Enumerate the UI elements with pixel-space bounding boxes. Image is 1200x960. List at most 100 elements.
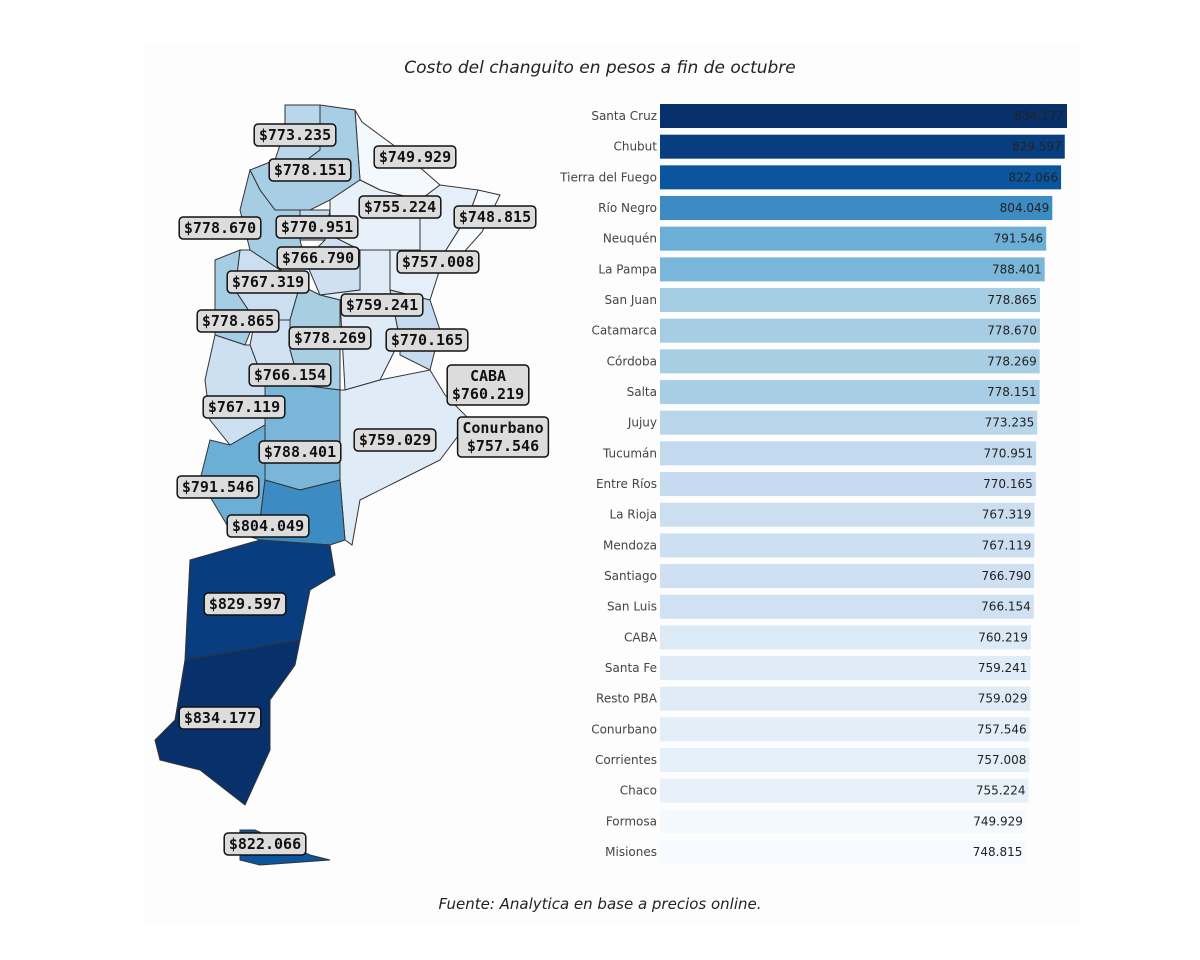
bar-formosa	[660, 809, 1026, 834]
category-label: Chubut	[613, 140, 657, 154]
value-label: 788.401	[992, 262, 1042, 276]
category-label: Chaco	[620, 784, 657, 798]
map-label-neuquen: $791.546	[176, 475, 260, 499]
map-label-rio-negro: $804.049	[226, 514, 310, 538]
label-box	[373, 145, 457, 169]
value-label: 822.066	[1008, 170, 1058, 184]
bar-santa-fe	[660, 656, 1031, 681]
value-label: 767.319	[982, 508, 1032, 522]
value-label: 755.224	[976, 784, 1026, 798]
map-label-text: $778.151	[274, 161, 346, 179]
category-label: La Rioja	[609, 508, 657, 522]
label-box	[202, 395, 286, 419]
bar-santa-cruz	[660, 104, 1067, 128]
label-box	[353, 428, 437, 452]
map-label-text: $770.165	[391, 331, 463, 349]
value-label: 766.154	[981, 600, 1031, 614]
label-box	[258, 440, 342, 464]
label-box	[340, 293, 424, 317]
map-label-formosa: $749.929	[373, 145, 457, 169]
map-label-text: $757.008	[402, 253, 474, 271]
category-label: Tierra del Fuego	[559, 170, 657, 184]
bar-neuquen	[660, 226, 1047, 251]
label-box	[446, 364, 530, 406]
value-label: 766.790	[981, 569, 1031, 583]
bar-san-juan	[660, 288, 1041, 313]
map-label-entre-rios: $770.165	[385, 328, 469, 352]
map-label-text: $778.670	[184, 219, 256, 237]
map-label-tucuman: $770.951	[275, 215, 359, 239]
value-label: 757.546	[977, 722, 1027, 736]
map-label-text: CABA $760.219	[452, 367, 524, 403]
map-label-text: $834.177	[184, 709, 256, 727]
value-label: 757.008	[977, 753, 1027, 767]
label-box	[358, 195, 442, 219]
category-label: Formosa	[606, 814, 657, 828]
map-label-chubut: $829.597	[203, 592, 287, 616]
bar-caba	[660, 625, 1031, 650]
label-box	[248, 363, 332, 387]
map-label-text: $755.224	[364, 198, 436, 216]
map-label-text: Conurbano $757.546	[462, 419, 543, 455]
label-box	[288, 326, 372, 350]
value-label: 778.670	[987, 324, 1037, 338]
map-label-text: $822.066	[229, 835, 301, 853]
category-label: Resto PBA	[596, 692, 658, 706]
map-label-san-luis: $766.154	[248, 363, 332, 387]
bar-cordoba	[660, 349, 1040, 374]
category-label: Tucumán	[602, 446, 657, 460]
bar-la-rioja	[660, 502, 1035, 527]
bar-chubut	[660, 134, 1065, 159]
value-label: 834.177	[1014, 109, 1064, 123]
map-label-text: $788.401	[264, 443, 336, 461]
map-label-text: $749.929	[379, 148, 451, 166]
map-label-resto-pba: $759.029	[353, 428, 437, 452]
bar-tucuman	[660, 441, 1037, 466]
label-box	[276, 246, 360, 270]
map-label-jujuy: $773.235	[253, 123, 337, 147]
category-label: Córdoba	[607, 354, 657, 368]
category-label: San Luis	[607, 600, 657, 614]
map-label-text: $773.235	[259, 126, 331, 144]
value-label: 759.029	[978, 692, 1028, 706]
bar-tierra-del-fuego	[660, 165, 1062, 190]
map-label-santa-fe: $759.241	[340, 293, 424, 317]
category-label: Santa Fe	[605, 661, 657, 675]
bar-santiago	[660, 564, 1035, 589]
bar-catamarca	[660, 318, 1040, 343]
bar-salta	[660, 380, 1040, 405]
map-label-santa-cruz: $834.177	[178, 706, 262, 730]
bar-rio-negro	[660, 196, 1053, 221]
source-note: Fuente: Analytica en base a precios onli…	[438, 895, 762, 913]
map-labels: $773.235 $749.929 $778.151 $755.224 $748.815…	[176, 123, 550, 856]
value-label: 748.815	[973, 845, 1023, 859]
map-label-text: $804.049	[232, 517, 304, 535]
label-box	[178, 216, 262, 240]
category-label: Catamarca	[592, 324, 657, 338]
value-label: 778.269	[987, 354, 1037, 368]
bar-mendoza	[660, 533, 1035, 558]
bar-corrientes	[660, 748, 1030, 773]
map-label-mendoza: $767.119	[202, 395, 286, 419]
map-label-text: $759.029	[359, 431, 431, 449]
category-label: Corrientes	[595, 753, 657, 767]
value-label: 791.546	[994, 232, 1044, 246]
label-box	[226, 514, 310, 538]
value-label: 770.165	[983, 477, 1033, 491]
value-label: 767.119	[982, 538, 1032, 552]
map-label-tierra-del-fuego: $822.066	[223, 832, 307, 856]
map-label-san-juan: $778.865	[196, 309, 280, 333]
category-label: Neuquén	[603, 232, 657, 246]
label-box	[253, 123, 337, 147]
label-box	[275, 215, 359, 239]
bar-san-luis	[660, 594, 1034, 619]
map-label-corrientes: $757.008	[396, 250, 480, 274]
value-label: 749.929	[973, 814, 1023, 828]
map-label-text: $770.951	[281, 218, 353, 236]
label-box	[268, 158, 352, 182]
value-label: 778.151	[987, 385, 1037, 399]
category-label: Salta	[627, 385, 657, 399]
map-label-text: $748.815	[459, 208, 531, 226]
map-label-text: $791.546	[182, 478, 254, 496]
map-label-conurbano: Conurbano $757.546	[456, 416, 550, 458]
